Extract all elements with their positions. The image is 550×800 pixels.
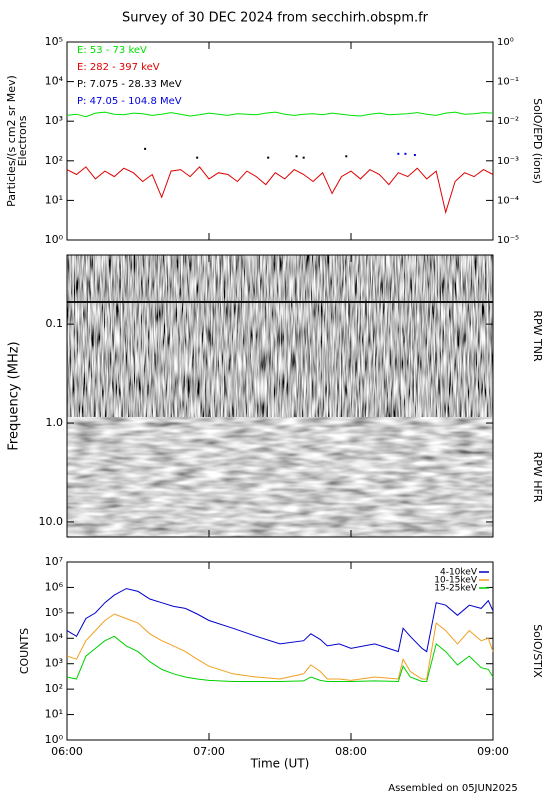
data-point (144, 147, 147, 150)
series-line (66, 613, 494, 681)
y-axis-label: Electrons (16, 115, 29, 166)
y-tick-label: 10⁴ (45, 631, 64, 644)
series-line (66, 588, 494, 653)
x-tick-label: 08:00 (335, 745, 367, 758)
series-line (66, 166, 494, 215)
legend-label: 4-10keV (440, 568, 478, 578)
y-tick-label: 10⁷ (45, 555, 63, 568)
y2-tick-label: 10⁰ (497, 37, 514, 48)
spectrogram-tnr (67, 255, 493, 418)
data-point (196, 156, 199, 159)
y-tick-label: 10.0 (39, 515, 64, 528)
spectrogram-hfr (67, 417, 493, 537)
y-tick-label: 10³ (45, 114, 63, 127)
y-tick-label: 10³ (45, 657, 63, 670)
data-point (397, 152, 400, 155)
y-axis-label: Frequency (MHz) (7, 341, 22, 450)
legend-label: 10-15keV (434, 576, 478, 586)
y-tick-label: 10⁵ (45, 606, 63, 619)
y2-tick-label: 10⁻⁴ (497, 195, 519, 206)
panel-frame (66, 561, 494, 741)
data-point (345, 155, 348, 158)
y2-axis-label: SolO/EPD (ions) (531, 98, 544, 184)
panel-label: RPW HFR (531, 452, 544, 503)
legend-label: E: 53 - 73 keV (77, 45, 147, 56)
y-tick-label: 10² (45, 154, 63, 167)
panel-label: RPW TNR (531, 310, 544, 362)
data-point (295, 155, 298, 158)
y-tick-label: 10¹ (45, 708, 63, 721)
footer: Assembled on 05JUN2025 (388, 783, 518, 794)
data-point (267, 156, 270, 159)
y-tick-label: 10⁵ (45, 35, 63, 48)
legend-label: E: 282 - 397 keV (77, 62, 160, 73)
series-line (66, 111, 494, 118)
data-point (302, 156, 305, 159)
series-line (66, 635, 494, 683)
title: Survey of 30 DEC 2024 from secchirh.obsp… (122, 11, 429, 26)
y2-tick-label: 10⁻⁵ (497, 235, 519, 246)
panel-frame (66, 254, 494, 538)
y2-tick-label: 10⁻² (497, 116, 519, 127)
data-point (413, 154, 416, 157)
y2-axis-label: SolO/STIX (531, 624, 544, 678)
y-tick-label: 10⁰ (45, 733, 64, 746)
y-tick-label: 10⁶ (45, 580, 64, 593)
legend-label: P: 7.075 - 28.33 MeV (77, 79, 182, 90)
legend-label: 15-25keV (434, 584, 478, 594)
x-tick-label: 06:00 (51, 745, 83, 758)
x-axis-label: Time (UT) (250, 757, 310, 771)
y-axis-label: COUNTS (18, 628, 31, 674)
y-tick-label: 0.1 (46, 317, 64, 330)
x-tick-label: 09:00 (477, 745, 509, 758)
x-tick-label: 07:00 (193, 745, 225, 758)
data-point (404, 152, 407, 155)
y-tick-label: 1.0 (46, 416, 64, 429)
y2-tick-label: 10⁻¹ (497, 77, 519, 88)
legend-label: P: 47.05 - 104.8 MeV (77, 96, 182, 107)
panel-frame (66, 41, 494, 241)
y2-tick-label: 10⁻³ (497, 156, 519, 167)
y-tick-label: 10⁴ (45, 75, 64, 88)
y-tick-label: 10¹ (45, 193, 63, 206)
y-tick-label: 10⁰ (45, 233, 64, 246)
y-tick-label: 10² (45, 682, 63, 695)
y-axis-label: Particles/(s cm2 sr Mev) (5, 75, 18, 207)
